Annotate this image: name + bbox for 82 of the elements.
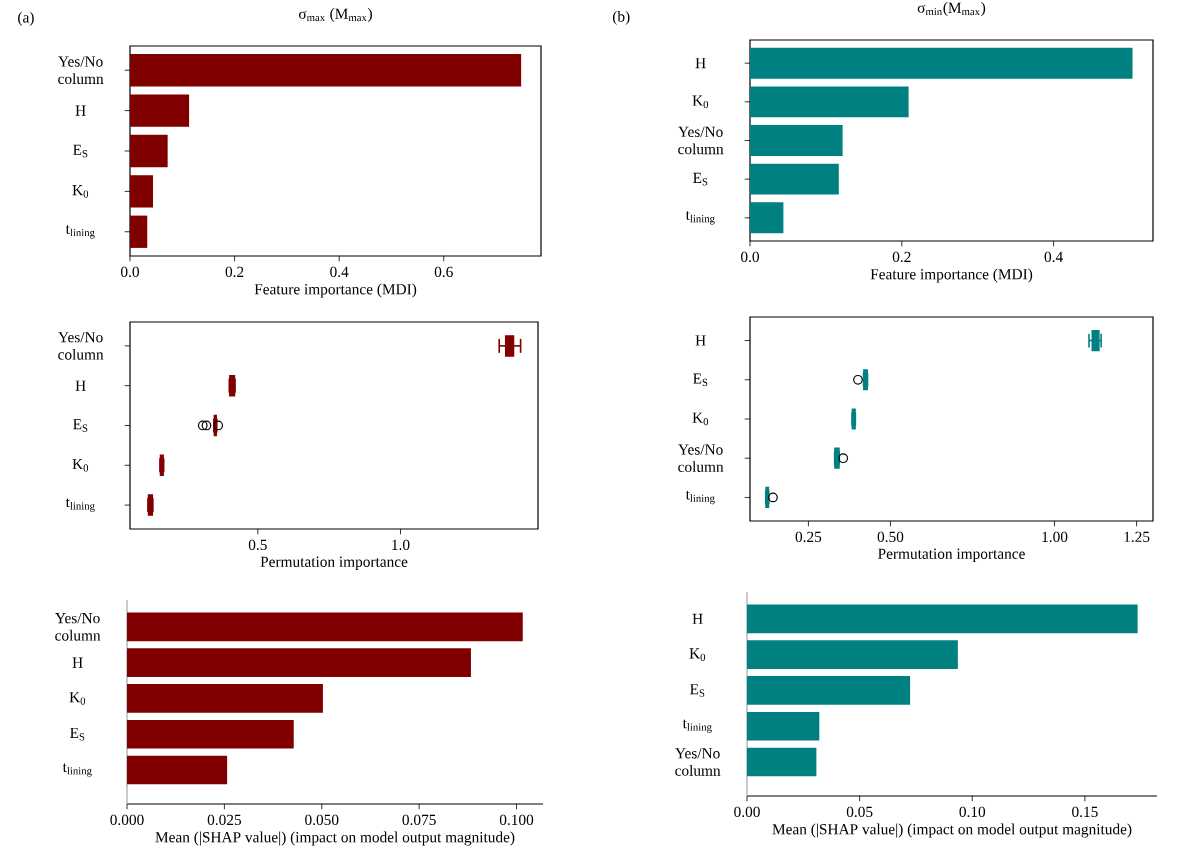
- x-axis-title: Permutation importance: [878, 548, 1025, 563]
- bar: [130, 54, 522, 87]
- bar: [127, 684, 323, 713]
- x-axis-title: Mean (|SHAP value|) (impact on model output magnitude): [155, 831, 515, 846]
- x-tick-label: 0.0: [741, 251, 760, 263]
- y-tick-label: H: [72, 657, 83, 668]
- y-tick-label: Yes/No column: [55, 613, 101, 641]
- y-tick-label: K$_{0}$: [692, 95, 709, 109]
- x-tick-label: 0.10: [959, 806, 986, 818]
- x-tick-label: 0.050: [305, 814, 339, 826]
- x-tick-label: 0.4: [1044, 251, 1063, 263]
- bar: [747, 640, 958, 669]
- bar: [750, 47, 1133, 79]
- y-tick-label: K$_{0}$: [69, 692, 86, 705]
- y-tick-label: E$_{S}$: [690, 684, 705, 697]
- y-tick-label: E$_{S}$: [70, 727, 85, 741]
- y-tick-label: Yes/No column: [678, 126, 724, 155]
- y-tick-label: H: [75, 105, 86, 116]
- y-tick-label: t$_{lining}$: [65, 498, 95, 512]
- y-tick-label: Yes/No column: [58, 332, 104, 360]
- chart-title: σ$_{min}$(M$_{max}$): [917, 2, 986, 16]
- y-tick-label: H: [695, 335, 706, 346]
- bar: [747, 604, 1138, 634]
- bar: [130, 134, 168, 168]
- y-tick-label: K$_{0}$: [72, 459, 89, 472]
- y-tick-label: E$_{S}$: [693, 373, 708, 387]
- bar: [747, 747, 817, 777]
- y-tick-label: K$_{0}$: [692, 412, 709, 426]
- bar: [127, 719, 294, 749]
- bar: [750, 163, 839, 195]
- x-tick-label: 0.000: [110, 814, 144, 826]
- bar: [747, 711, 820, 741]
- x-tick-label: 0.25: [795, 531, 822, 543]
- y-tick-label: t$_{lining}$: [62, 763, 92, 777]
- x-tick-label: 1.00: [1042, 531, 1068, 543]
- x-tick-label: 0.025: [207, 814, 242, 826]
- bar: [747, 676, 911, 705]
- y-tick-label: t$_{lining}$: [682, 719, 712, 733]
- x-axis-title: Mean (|SHAP value|) (impact on model output magnitude): [772, 823, 1132, 838]
- y-tick-label: E$_{S}$: [73, 419, 88, 432]
- x-tick-label: 1.25: [1124, 531, 1150, 543]
- bar: [127, 612, 523, 642]
- x-tick-label: 0.5: [248, 539, 267, 551]
- x-tick-label: 0.075: [402, 814, 436, 826]
- x-tick-label: 0.00: [734, 806, 760, 818]
- x-tick-label: 0.6: [434, 266, 453, 278]
- x-tick-label: 0.15: [1072, 806, 1098, 818]
- y-tick-label: Yes/No column: [58, 56, 104, 85]
- y-tick-label: H: [695, 58, 706, 69]
- x-tick-label: 0.05: [846, 806, 873, 818]
- text: (b): [612, 10, 630, 25]
- bar: [130, 94, 190, 127]
- x-tick-label: 0.0: [121, 266, 140, 278]
- bar: [127, 648, 471, 677]
- y-tick-label: K$_{0}$: [689, 648, 706, 661]
- x-tick-label: 0.2: [892, 251, 911, 263]
- y-tick-label: t$_{lining}$: [65, 225, 95, 239]
- y-tick-label: Yes/No column: [678, 444, 724, 473]
- bar: [750, 86, 909, 118]
- bar: [130, 175, 154, 208]
- y-tick-label: H: [75, 380, 86, 391]
- bar: [750, 202, 784, 234]
- y-tick-label: t$_{lining}$: [685, 211, 715, 225]
- x-axis-title: Feature importance (MDI): [254, 283, 417, 298]
- bar: [130, 215, 148, 248]
- y-tick-label: E$_{S}$: [693, 172, 708, 186]
- y-tick-label: H: [692, 613, 703, 624]
- bar: [750, 125, 843, 156]
- x-axis-title: Feature importance (MDI): [870, 268, 1033, 283]
- x-tick-label: 0.100: [499, 814, 534, 826]
- x-axis-title: Permutation importance: [260, 556, 408, 571]
- y-tick-label: Yes/No column: [675, 748, 721, 776]
- text: (a): [18, 11, 34, 26]
- x-tick-label: 0.4: [330, 266, 349, 278]
- y-tick-label: E$_{S}$: [73, 144, 88, 158]
- y-tick-label: t$_{lining}$: [685, 490, 715, 505]
- x-tick-label: 1.0: [392, 539, 410, 551]
- x-tick-label: 0.2: [225, 266, 244, 278]
- bar: [127, 755, 228, 785]
- x-tick-label: 0.50: [877, 531, 904, 543]
- chart-title: σ$_{max}$ (M$_{max}$): [298, 8, 372, 22]
- y-tick-label: K$_{0}$: [72, 185, 89, 198]
